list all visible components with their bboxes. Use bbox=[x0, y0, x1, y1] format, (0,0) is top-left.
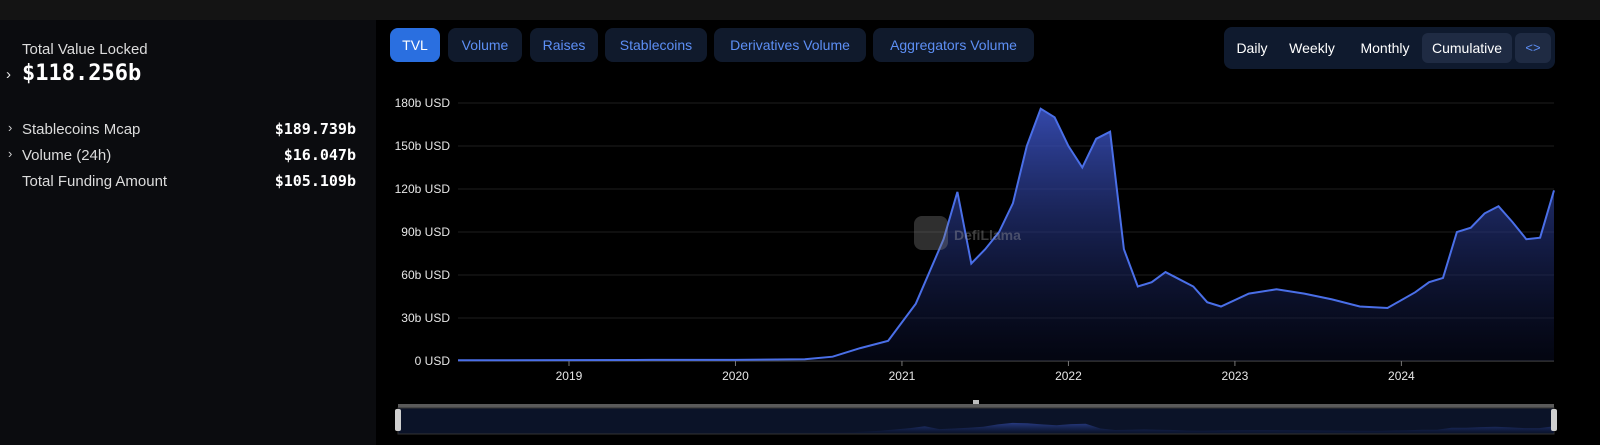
y-tick-label: 30b USD bbox=[401, 311, 450, 325]
x-axis: 2019 2020 2021 2022 2023 2024 bbox=[556, 361, 1415, 383]
metric-total-funding: Total Funding Amount $105.109b bbox=[0, 170, 376, 194]
y-tick-label: 120b USD bbox=[395, 182, 451, 196]
tvl-chart: 0 USD 30b USD 60b USD 90b USD 120b USD 150b U… bbox=[395, 96, 1557, 435]
watermark-text: DefiLlama bbox=[954, 227, 1021, 243]
tab-volume[interactable]: Volume bbox=[448, 28, 522, 62]
defillama-watermark: DefiLlama bbox=[914, 216, 1021, 250]
metric-label: Total Funding Amount bbox=[22, 173, 168, 190]
slider-mini-area bbox=[398, 422, 1554, 433]
tab-tvl[interactable]: TVL bbox=[390, 28, 440, 62]
slider-left-handle[interactable] bbox=[395, 409, 401, 431]
y-axis: 0 USD 30b USD 60b USD 90b USD 120b USD 150b U… bbox=[395, 96, 451, 368]
y-tick-label: 150b USD bbox=[395, 139, 451, 153]
period-monthly[interactable]: Monthly bbox=[1360, 40, 1410, 56]
y-tick-label: 180b USD bbox=[395, 96, 451, 110]
x-tick-label: 2021 bbox=[889, 369, 916, 383]
metric-volume-24h[interactable]: › Volume (24h) $16.047b bbox=[0, 144, 376, 168]
tab-aggregators-volume[interactable]: Aggregators Volume bbox=[873, 28, 1034, 62]
slider-top-bar[interactable] bbox=[398, 404, 1554, 408]
period-daily[interactable]: Daily bbox=[1236, 40, 1268, 56]
top-bar bbox=[0, 0, 1600, 20]
tab-raises[interactable]: Raises bbox=[530, 28, 598, 62]
metric-label: Stablecoins Mcap bbox=[22, 121, 141, 138]
metric-label: Volume (24h) bbox=[22, 147, 112, 164]
period-cumulative[interactable]: Cumulative bbox=[1422, 33, 1512, 63]
metric-value: $189.739b bbox=[274, 120, 356, 138]
chevron-right-icon[interactable]: › bbox=[6, 66, 11, 83]
period-weekly[interactable]: Weekly bbox=[1289, 40, 1335, 56]
slider-right-handle[interactable] bbox=[1551, 409, 1557, 431]
tvl-label: Total Value Locked bbox=[22, 41, 148, 58]
tab-derivatives-volume[interactable]: Derivatives Volume bbox=[714, 28, 866, 62]
y-tick-label: 0 USD bbox=[415, 354, 451, 368]
stats-sidebar: Total Value Locked › $118.256b › Stablec… bbox=[0, 20, 376, 445]
tvl-area bbox=[458, 108, 1554, 361]
code-embed-icon[interactable]: <> bbox=[1515, 33, 1551, 63]
x-tick-label: 2022 bbox=[1055, 369, 1082, 383]
range-slider[interactable] bbox=[395, 400, 1557, 435]
slider-grip-icon[interactable] bbox=[973, 400, 979, 404]
metric-value: $105.109b bbox=[274, 172, 356, 190]
x-tick-label: 2024 bbox=[1388, 369, 1415, 383]
metric-stablecoins-mcap[interactable]: › Stablecoins Mcap $189.739b bbox=[0, 118, 376, 142]
y-tick-label: 90b USD bbox=[401, 225, 450, 239]
tvl-series-line bbox=[457, 107, 1555, 362]
llama-logo-icon bbox=[914, 216, 948, 250]
metric-value: $16.047b bbox=[283, 146, 356, 164]
chart-panel: TVL Volume Raises Stablecoins Derivative… bbox=[376, 20, 1600, 445]
tab-stablecoins[interactable]: Stablecoins bbox=[605, 28, 707, 62]
chevron-right-icon[interactable]: › bbox=[8, 146, 13, 161]
y-tick-label: 60b USD bbox=[401, 268, 450, 282]
x-tick-label: 2020 bbox=[722, 369, 749, 383]
tvl-value: $118.256b bbox=[22, 61, 142, 86]
period-selector: Daily Weekly Monthly Cumulative <> bbox=[1224, 27, 1555, 69]
x-tick-label: 2023 bbox=[1222, 369, 1249, 383]
x-tick-label: 2019 bbox=[556, 369, 583, 383]
chevron-right-icon[interactable]: › bbox=[8, 120, 13, 135]
